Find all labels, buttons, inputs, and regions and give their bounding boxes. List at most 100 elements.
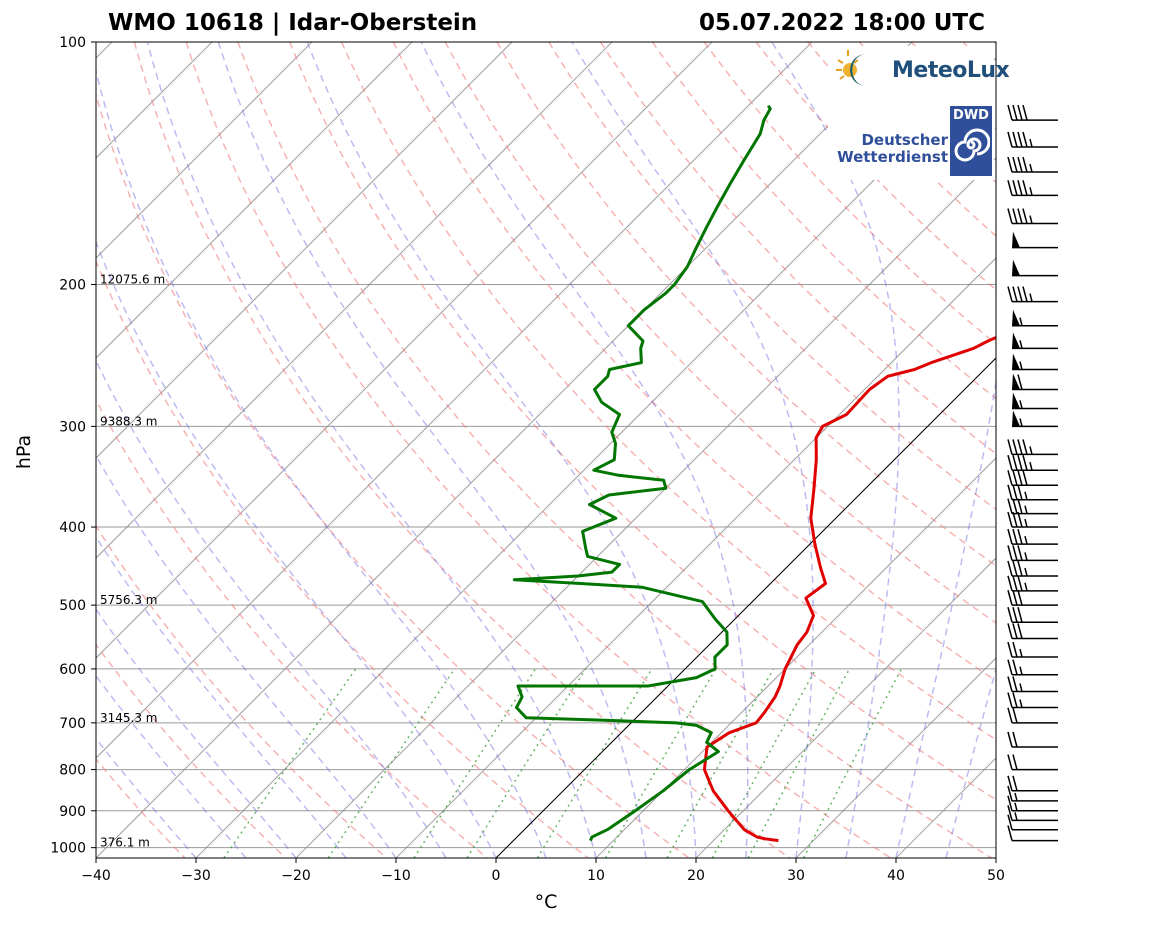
height-label: 3145.3 m bbox=[100, 711, 158, 725]
barb-full bbox=[1018, 623, 1022, 638]
x-tick-label: 50 bbox=[987, 868, 1005, 884]
isotherm bbox=[96, 42, 912, 858]
wind-barb bbox=[1008, 590, 1058, 605]
barb-half bbox=[1015, 812, 1017, 820]
moist-adiabat bbox=[41, 42, 497, 858]
wind-barb bbox=[1012, 374, 1058, 390]
barb-full bbox=[1008, 132, 1012, 147]
isotherm bbox=[0, 42, 512, 858]
isotherm bbox=[0, 42, 312, 858]
isotherm bbox=[0, 42, 612, 858]
barb-full bbox=[1008, 455, 1012, 470]
y-tick-label: 800 bbox=[59, 763, 86, 779]
barb-half bbox=[1030, 446, 1032, 454]
height-label: 376.1 m bbox=[100, 836, 150, 850]
spiral-icon bbox=[952, 123, 990, 167]
barb-full bbox=[1013, 157, 1017, 172]
barb-pennant bbox=[1012, 354, 1020, 370]
chart-title-station: WMO 10618 | Idar-Oberstein bbox=[108, 10, 477, 36]
barb-full bbox=[1013, 180, 1017, 195]
wind-barb bbox=[1008, 105, 1058, 120]
mixing-ratio-line bbox=[537, 669, 651, 858]
barb-full bbox=[1013, 607, 1017, 622]
barb-half bbox=[1025, 568, 1027, 576]
x-tick-label: −10 bbox=[381, 868, 411, 884]
x-tick-label: 20 bbox=[687, 868, 705, 884]
barb-full bbox=[1008, 512, 1012, 527]
barb-full bbox=[1018, 132, 1022, 147]
barb-full bbox=[1018, 561, 1022, 576]
barb-half bbox=[1030, 462, 1032, 470]
mixing-ratio-line bbox=[667, 669, 774, 858]
barb-full bbox=[1018, 470, 1022, 485]
wind-barb bbox=[1008, 660, 1058, 675]
x-tick-label: −40 bbox=[81, 868, 111, 884]
logo-panel: MeteoLux Deutscher Wetterdienst DWD bbox=[828, 46, 994, 180]
barb-full bbox=[1013, 105, 1017, 120]
barb-full bbox=[1013, 693, 1017, 708]
barb-full bbox=[1008, 590, 1012, 605]
barb-half bbox=[1020, 362, 1022, 370]
barb-full bbox=[1018, 455, 1022, 470]
y-tick-label: 100 bbox=[59, 35, 86, 51]
barb-full bbox=[1018, 545, 1022, 560]
dry-adiabat bbox=[0, 42, 487, 858]
wind-barb bbox=[1012, 232, 1058, 248]
dwd-line1: Deutscher bbox=[837, 132, 948, 149]
barb-half bbox=[1020, 418, 1022, 426]
barb-full bbox=[1023, 180, 1027, 195]
barb-full bbox=[1018, 157, 1022, 172]
barb-full bbox=[1023, 105, 1027, 120]
barb-full bbox=[1008, 607, 1012, 622]
y-tick-label: 300 bbox=[59, 419, 86, 435]
x-tick-label: 0 bbox=[492, 868, 501, 884]
dry-adiabat bbox=[445, 42, 1160, 858]
wind-barb bbox=[1008, 677, 1058, 692]
barb-full bbox=[1018, 180, 1022, 195]
barb-half bbox=[1020, 684, 1022, 692]
y-tick-label: 400 bbox=[59, 520, 86, 536]
dwd-logo: Deutscher Wetterdienst DWD bbox=[828, 104, 994, 180]
x-tick-label: −30 bbox=[181, 868, 211, 884]
moist-adiabat bbox=[0, 42, 446, 858]
barb-full bbox=[1018, 287, 1022, 302]
y-tick-label: 700 bbox=[59, 716, 86, 732]
barb-full bbox=[1008, 287, 1012, 302]
barb-full bbox=[1013, 132, 1017, 147]
dry-adiabat bbox=[393, 42, 1160, 858]
barb-full bbox=[1013, 576, 1017, 591]
barb-full bbox=[1013, 677, 1017, 692]
moist-adiabat bbox=[218, 42, 646, 858]
barb-full bbox=[1008, 180, 1012, 195]
barb-full bbox=[1008, 677, 1012, 692]
dry-adiabat bbox=[1015, 42, 1160, 858]
barb-half bbox=[1020, 318, 1022, 326]
moist-adiabat bbox=[0, 42, 396, 858]
barb-full bbox=[1013, 590, 1017, 605]
barb-full bbox=[1008, 642, 1012, 657]
barb-full bbox=[1013, 623, 1017, 638]
barb-pennant bbox=[1012, 232, 1020, 248]
y-tick-label: 900 bbox=[59, 804, 86, 820]
barb-full bbox=[1008, 693, 1012, 708]
moist-adiabat bbox=[0, 42, 296, 858]
wind-barb bbox=[1012, 310, 1058, 326]
barb-full bbox=[1008, 623, 1012, 638]
wind-barb bbox=[1008, 607, 1058, 622]
barb-full bbox=[1008, 439, 1012, 454]
barb-full bbox=[1008, 485, 1012, 500]
meteolux-text: MeteoLux bbox=[892, 58, 1009, 83]
wind-barb bbox=[1008, 796, 1058, 811]
barb-pennant bbox=[1012, 310, 1020, 326]
isotherm bbox=[0, 42, 712, 858]
barb-full bbox=[1018, 485, 1022, 500]
barb-pennant bbox=[1012, 260, 1020, 276]
barb-full bbox=[1008, 499, 1012, 514]
barb-full bbox=[1013, 561, 1017, 576]
barb-full bbox=[1018, 499, 1022, 514]
isotherm bbox=[1096, 42, 1160, 858]
dry-adiabat bbox=[31, 42, 588, 858]
wind-barb bbox=[1012, 392, 1058, 408]
barb-half bbox=[1020, 700, 1022, 708]
moist-adiabat bbox=[0, 42, 346, 858]
